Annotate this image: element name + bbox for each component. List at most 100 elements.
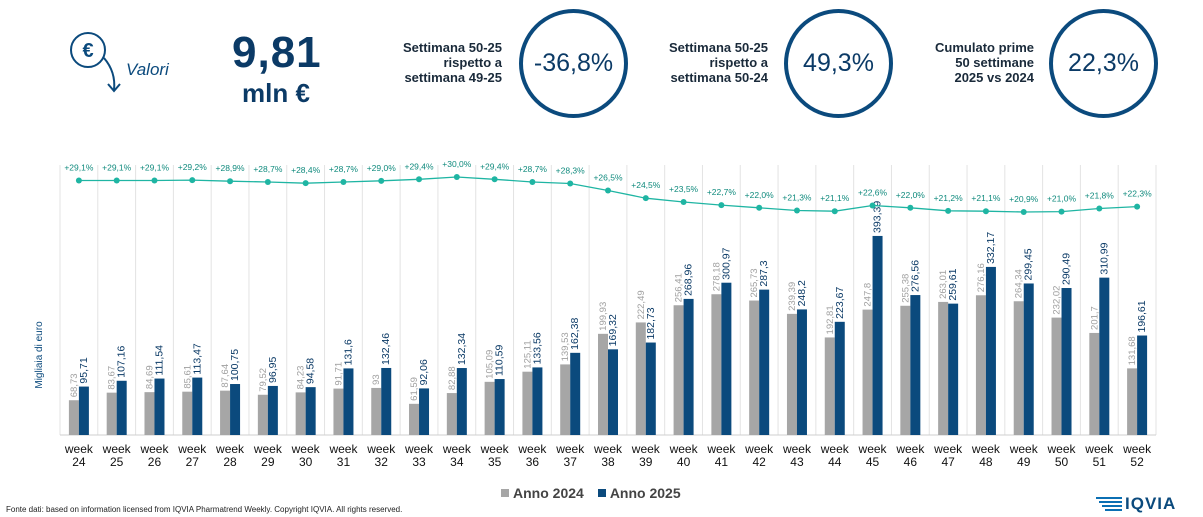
data-label-2025: 96,95: [267, 357, 279, 383]
bar-2025: [267, 385, 278, 435]
data-label-2025: 268,96: [683, 264, 695, 296]
x-tick-label-number: 35: [488, 455, 502, 469]
x-tick-label-number: 42: [752, 455, 766, 469]
legend-label-2025: Anno 2025: [609, 485, 681, 501]
x-tick-label-number: 30: [299, 455, 313, 469]
x-tick-label-number: 33: [412, 455, 426, 469]
growth-label: +21,0%: [1047, 194, 1077, 204]
growth-point: [605, 187, 611, 194]
x-tick-label-number: 41: [715, 455, 729, 469]
x-tick-label: week: [442, 442, 472, 456]
kpi-1-label: Settimana 50-25 rispetto a settimana 49-…: [403, 40, 502, 85]
bar-2024: [560, 364, 571, 435]
x-tick-label: week: [404, 442, 434, 456]
kpi-2-value: 49,3%: [784, 9, 893, 118]
growth-point: [567, 180, 574, 187]
bar-2025: [985, 266, 996, 435]
growth-point: [718, 202, 725, 209]
bar-2025: [116, 380, 127, 435]
growth-label: +28,7%: [253, 164, 283, 174]
growth-label: +28,9%: [216, 163, 246, 173]
data-label-2024: 68,73: [69, 373, 80, 397]
bar-2024: [598, 333, 608, 435]
bar-2025: [192, 377, 203, 435]
x-tick-label: week: [328, 442, 358, 456]
x-tick-label: week: [102, 442, 132, 456]
main-unit: mln €: [242, 78, 310, 108]
x-tick-label: week: [631, 442, 661, 456]
bar-2024: [333, 388, 344, 435]
bar-2025: [1099, 277, 1110, 435]
growth-label: +29,4%: [480, 161, 510, 171]
growth-label: +24,5%: [631, 180, 661, 190]
bar-2024: [1051, 317, 1062, 435]
x-tick-label: week: [971, 442, 1001, 456]
x-tick-label: week: [366, 442, 396, 456]
growth-point: [75, 177, 82, 184]
kpi-1-value: -36,8%: [519, 9, 628, 118]
y-axis-label-group: Migliaia di euro: [34, 321, 45, 389]
series-2024-bars: [68, 294, 1138, 435]
data-label-2024: 125,11: [522, 340, 533, 368]
bar-2024: [144, 392, 155, 435]
bar-2025: [532, 367, 543, 435]
data-label-2025: 113,47: [191, 343, 203, 374]
series-2025-bars: [78, 235, 1148, 435]
growth-label: +28,7%: [329, 164, 359, 174]
growth-label: +30,0%: [442, 159, 472, 169]
growth-point: [227, 178, 234, 185]
kpi-3-value: 22,3%: [1049, 9, 1158, 118]
growth-point: [982, 208, 989, 215]
data-label-2025: 276,56: [909, 260, 921, 292]
bar-2024: [295, 392, 306, 435]
iqvia-logo-text: IQVIA: [1125, 494, 1177, 513]
data-label-2024: 263,01: [938, 270, 949, 299]
growth-point: [491, 176, 498, 183]
x-tick-label-number: 51: [1093, 455, 1107, 469]
x-tick-label-number: 25: [110, 455, 124, 469]
data-label-2025: 310,99: [1098, 242, 1110, 274]
growth-point: [189, 177, 196, 184]
bar-2024: [900, 305, 911, 435]
data-label-2024: 199,93: [598, 302, 609, 331]
growth-label: +22,0%: [896, 190, 926, 200]
growth-point: [1020, 209, 1027, 215]
bar-2024: [673, 305, 684, 435]
data-label-2024: 247,8: [863, 283, 874, 307]
x-tick-label: week: [1122, 442, 1152, 456]
kpi-3-label: Cumulato prime 50 settimane 2025 vs 2024: [935, 40, 1034, 85]
data-label-2025: 299,45: [1023, 248, 1035, 280]
bar-2025: [570, 352, 581, 435]
x-tick-label: week: [895, 442, 925, 456]
bar-2025: [948, 303, 959, 435]
bar-2024: [446, 393, 457, 435]
data-label-2024: 93: [371, 374, 382, 385]
x-tick-label-number: 27: [186, 455, 200, 469]
growth-label: +22,7%: [707, 187, 737, 197]
bar-2024: [220, 390, 231, 435]
series-2024-labels: 68,73 83,67 84,69 85,61 87,64 79,52 84,23 91,71…: [69, 262, 1138, 401]
bar-2024: [68, 400, 79, 435]
bar-2025: [494, 379, 505, 435]
growth-point: [453, 174, 460, 180]
data-label-2024: 232,02: [1052, 286, 1063, 315]
bar-2025: [759, 289, 770, 435]
data-label-2025: 133,56: [531, 332, 543, 364]
x-tick-label-number: 32: [375, 455, 389, 469]
x-tick-label: week: [253, 442, 283, 456]
x-tick-label-number: 28: [223, 455, 237, 469]
x-tick-label-number: 50: [1055, 455, 1069, 469]
data-label-2025: 95,71: [78, 357, 90, 383]
growth-point: [264, 179, 271, 185]
growth-point: [831, 208, 838, 215]
x-tick-label-number: 24: [72, 455, 86, 469]
bar-2024: [257, 394, 268, 435]
source-note: Fonte dati: based on information license…: [6, 505, 403, 514]
x-tick-label: week: [858, 442, 888, 456]
bar-2024: [484, 381, 495, 435]
x-tick-label: week: [820, 442, 850, 456]
growth-label: +23,5%: [669, 184, 699, 194]
data-label-2024: 87,64: [220, 364, 231, 388]
growth-point: [378, 177, 385, 184]
x-tick-label: week: [64, 442, 94, 456]
